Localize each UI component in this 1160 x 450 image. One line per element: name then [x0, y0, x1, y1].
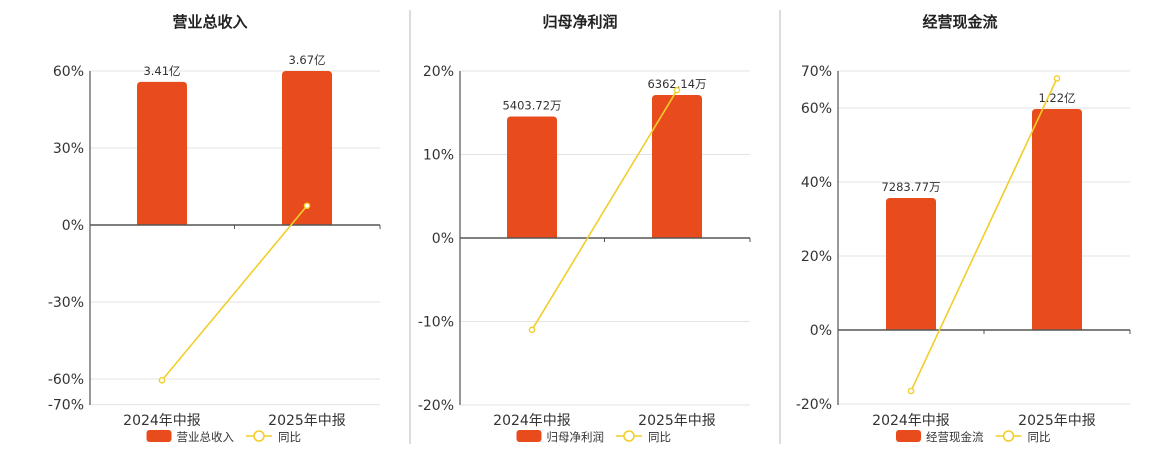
bar-data-label: 5403.72万: [502, 99, 561, 113]
bar-1: [137, 81, 187, 225]
chart-title: 归母净利润: [542, 13, 617, 31]
y-tick-label: -70%: [48, 398, 84, 414]
legend-line-label: 同比: [278, 430, 301, 444]
x-category-label: 2025年中报: [1018, 413, 1096, 429]
y-tick-label: -20%: [418, 398, 454, 414]
y-tick-label: -30%: [48, 295, 84, 311]
y-tick-label: 20%: [801, 249, 832, 265]
y-tick-label: 40%: [801, 175, 832, 191]
legend-bar-label: 归母净利润: [547, 430, 605, 444]
legend-bar-swatch: [896, 430, 921, 442]
yoy-point: [303, 202, 311, 210]
legend: 营业总收入 同比: [146, 430, 301, 444]
legend-line-marker: [1002, 430, 1015, 442]
y-tick-label: -20%: [796, 397, 832, 413]
y-tick-label: 60%: [53, 64, 84, 80]
y-tick-label: 0%: [62, 218, 84, 234]
chart-title: 营业总收入: [172, 13, 247, 31]
y-tick-label: 20%: [423, 64, 454, 80]
chart-panel-3: 经营现金流 70% 60% 40% 20% 0% -20% 7283.77万 1.22亿 2024…: [796, 13, 1131, 444]
bar-2: [1032, 109, 1082, 330]
legend-bar-label: 营业总收入: [177, 430, 235, 444]
legend-bar-label: 经营现金流: [926, 430, 984, 444]
legend: 经营现金流 同比: [896, 430, 1051, 444]
bar-1: [886, 198, 936, 330]
yoy-point: [673, 86, 681, 94]
legend-bar-swatch: [516, 430, 542, 442]
yoy-point: [1053, 75, 1061, 82]
yoy-line: [531, 89, 678, 331]
x-category-label: 2024年中报: [493, 413, 571, 429]
legend-line-marker: [253, 430, 265, 442]
x-category-label: 2025年中报: [268, 413, 346, 429]
legend-line-label: 同比: [1028, 430, 1051, 444]
yoy-line: [910, 78, 1058, 392]
yoy-point: [907, 387, 915, 395]
y-tick-label: 0%: [810, 323, 832, 339]
x-category-label: 2024年中报: [123, 413, 201, 429]
yoy-point: [528, 326, 536, 334]
y-tick-label: 30%: [53, 141, 84, 157]
chart-panel-1: 营业总收入 60% 30% 0% -30% -60% -70% 3.41亿 3.67亿 2024年…: [48, 13, 381, 444]
bar-2: [282, 71, 332, 225]
bar-2: [652, 95, 702, 238]
y-tick-label: 0%: [432, 231, 454, 247]
legend: 归母净利润 同比: [516, 430, 671, 444]
chart-panel-2: 归母净利润 20% 10% 0% -10% -20% 5403.72万 6362.14万 202…: [418, 13, 751, 444]
yoy-line: [161, 205, 308, 381]
bar-data-label: 1.22亿: [1038, 91, 1075, 105]
y-tick-label: 70%: [801, 64, 832, 80]
bar-data-label: 7283.77万: [881, 180, 940, 194]
legend-bar-swatch: [146, 430, 172, 442]
chart-title: 经营现金流: [922, 13, 997, 31]
legend-line-marker: [623, 430, 635, 442]
y-tick-label: -10%: [418, 315, 454, 331]
bar-data-label: 3.41亿: [143, 64, 180, 78]
bar-data-label: 3.67亿: [288, 53, 325, 67]
legend-line-label: 同比: [648, 430, 671, 444]
x-category-label: 2024年中报: [872, 413, 950, 429]
yoy-point: [158, 376, 166, 384]
y-tick-label: 60%: [801, 101, 832, 117]
y-tick-label: -60%: [48, 372, 84, 388]
y-tick-label: 10%: [423, 148, 454, 164]
x-category-label: 2025年中报: [638, 413, 716, 429]
bar-1: [507, 116, 557, 238]
bar-data-label: 6362.14万: [647, 77, 706, 91]
